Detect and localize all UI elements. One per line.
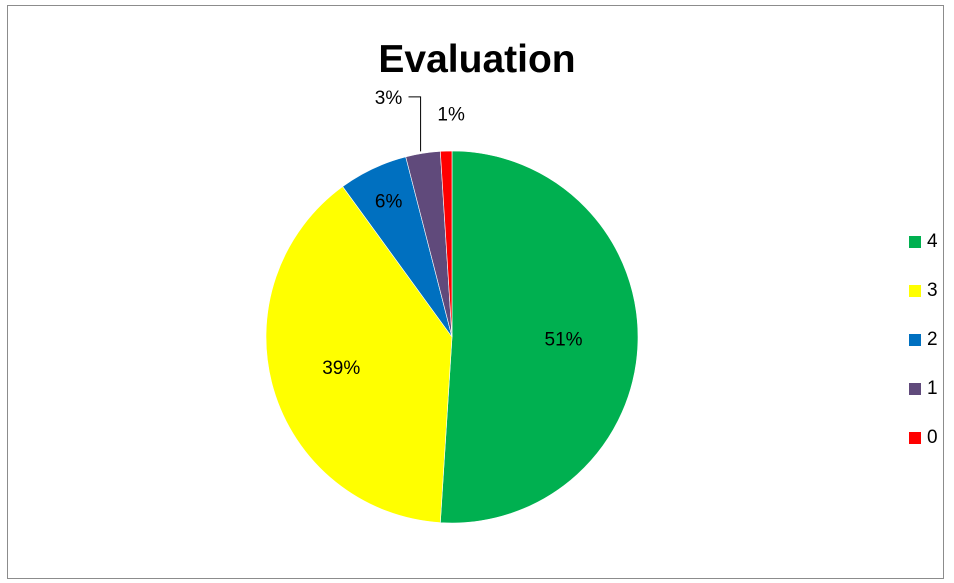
leader-line-1	[408, 96, 422, 152]
legend-swatch-1	[909, 383, 921, 395]
leader-lines	[408, 96, 422, 152]
chart-title: Evaluation	[378, 38, 576, 81]
legend-swatch-3	[909, 285, 921, 297]
legend-swatch-2	[909, 334, 921, 346]
data-label-4: 51%	[545, 330, 583, 351]
legend-label-4: 4	[927, 231, 938, 252]
legend-label-2: 2	[927, 329, 938, 350]
data-label-1: 3%	[375, 88, 403, 109]
legend-item-4: 4	[909, 231, 949, 253]
legend-label-1: 1	[927, 378, 938, 399]
data-label-2: 6%	[375, 191, 403, 212]
pie-slice-4	[440, 150, 639, 524]
pie-slice-3	[265, 186, 453, 523]
legend-swatch-4	[909, 236, 921, 248]
data-label-0: 1%	[437, 105, 465, 126]
legend-item-3: 3	[909, 280, 949, 302]
legend-item-1: 1	[909, 378, 949, 400]
legend-swatch-0	[909, 432, 921, 444]
legend-item-2: 2	[909, 329, 949, 351]
legend-item-0: 0	[909, 427, 949, 449]
data-labels: 51% 39% 6% 3% 1%	[322, 88, 582, 379]
data-label-3: 39%	[322, 358, 360, 379]
pie-slice-0	[440, 150, 453, 338]
legend-label-3: 3	[927, 280, 938, 301]
pie-slices	[265, 150, 639, 524]
legend-label-0: 0	[927, 427, 938, 448]
